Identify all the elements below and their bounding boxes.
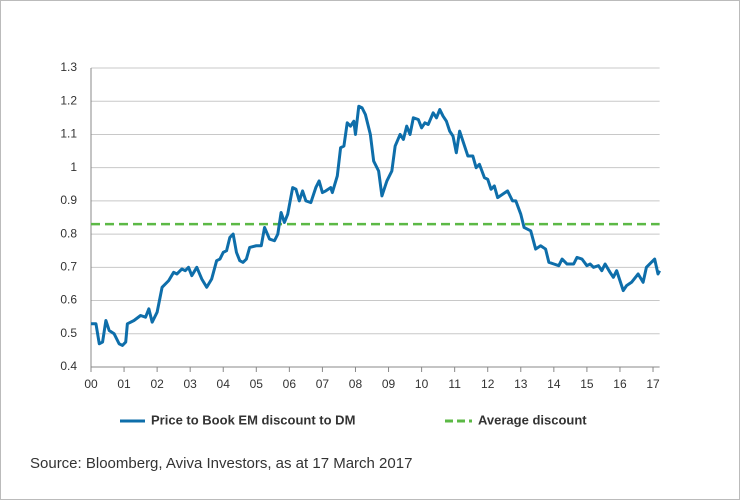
x-tick-label: 14 xyxy=(547,377,561,391)
x-tick-label: 12 xyxy=(481,377,495,391)
x-tick-label: 04 xyxy=(217,377,231,391)
y-tick-label: 0.7 xyxy=(60,260,77,274)
x-tick-label: 16 xyxy=(613,377,627,391)
y-tick-label: 0.8 xyxy=(60,226,77,240)
y-tick-label: 0.5 xyxy=(60,326,77,340)
x-tick-label: 08 xyxy=(349,377,363,391)
legend-label: Price to Book EM discount to DM xyxy=(151,412,355,427)
y-tick-label: 0.9 xyxy=(60,193,77,207)
y-tick-label: 0.4 xyxy=(60,359,77,373)
x-tick-label: 03 xyxy=(184,377,198,391)
x-tick-label: 17 xyxy=(646,377,660,391)
y-tick-label: 1.3 xyxy=(60,60,77,74)
x-tick-label: 01 xyxy=(117,377,131,391)
x-tick-label: 15 xyxy=(580,377,594,391)
x-tick-label: 02 xyxy=(150,377,164,391)
x-tick-label: 09 xyxy=(382,377,396,391)
x-tick-label: 05 xyxy=(250,377,264,391)
y-tick-label: 0.6 xyxy=(60,293,77,307)
x-tick-label: 11 xyxy=(448,377,461,391)
legend-label: Average discount xyxy=(478,412,587,427)
x-tick-label: 07 xyxy=(316,377,330,391)
x-tick-label: 10 xyxy=(415,377,429,391)
data-line xyxy=(91,104,661,347)
y-tick-label: 1.2 xyxy=(60,93,77,107)
y-tick-label: 1 xyxy=(70,160,77,174)
x-tick-label: 00 xyxy=(84,377,98,391)
x-tick-label: 06 xyxy=(283,377,297,391)
x-tick-label: 13 xyxy=(514,377,528,391)
source: Source: Bloomberg, Aviva Investors, as a… xyxy=(30,455,412,472)
y-tick-label: 1.1 xyxy=(60,127,77,141)
